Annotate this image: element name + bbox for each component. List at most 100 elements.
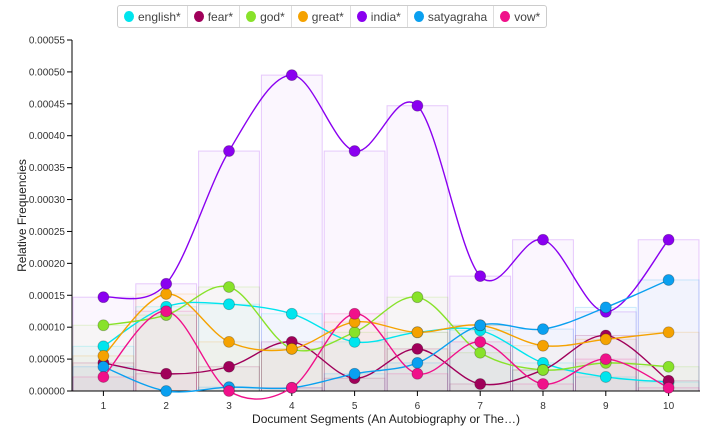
data-point-god[interactable] (411, 291, 424, 304)
data-point-vow[interactable] (97, 371, 110, 383)
legend-swatch (413, 11, 424, 22)
bar-india (198, 150, 260, 392)
y-tick-label: 0.00010 (29, 323, 66, 334)
legend-label: fear* (207, 9, 234, 24)
data-point-satyagraha[interactable] (662, 274, 675, 286)
data-point-india[interactable] (662, 233, 675, 246)
data-point-india[interactable] (223, 145, 235, 157)
x-tick-label: 7 (477, 401, 483, 412)
data-point-god[interactable] (662, 360, 675, 373)
series-line-fear (103, 334, 670, 386)
legend-item-great[interactable]: great* (292, 6, 351, 27)
data-point-vow[interactable] (223, 385, 235, 397)
data-point-fear[interactable] (474, 378, 487, 390)
data-point-india[interactable] (160, 277, 173, 290)
y-tick-label: 0.00005 (29, 355, 66, 366)
series-line-india (103, 74, 670, 313)
y-tick-label: 0.00000 (29, 387, 66, 398)
x-tick-label: 2 (163, 401, 169, 412)
legend-item-vow[interactable]: vow* (494, 6, 546, 27)
data-point-great[interactable] (662, 326, 675, 339)
y-tick-label: 0.00030 (29, 195, 66, 206)
data-point-great[interactable] (599, 333, 612, 346)
x-tick-label: 6 (415, 401, 421, 412)
data-point-satyagraha[interactable] (474, 319, 487, 332)
legend-item-fear[interactable]: fear* (188, 6, 241, 27)
data-point-satyagraha[interactable] (599, 301, 612, 314)
data-point-fear[interactable] (160, 367, 173, 380)
series-line-english (103, 301, 669, 383)
series-line-god (103, 285, 669, 371)
legend-item-satyagraha[interactable]: satyagraha (408, 6, 495, 27)
data-point-india[interactable] (411, 99, 424, 112)
data-point-great[interactable] (537, 339, 549, 352)
data-point-vow[interactable] (599, 353, 612, 365)
legend-label: great* (311, 9, 344, 24)
x-tick-label: 3 (226, 401, 232, 412)
data-point-fear[interactable] (223, 360, 235, 373)
legend-label: india* (370, 9, 401, 24)
legend-label: vow* (514, 9, 541, 24)
legend-item-english[interactable]: english* (118, 6, 188, 27)
data-point-india[interactable] (348, 145, 361, 157)
legend-label: satyagraha (427, 9, 488, 24)
data-point-fear[interactable] (411, 342, 424, 355)
data-point-vow[interactable] (160, 305, 173, 318)
data-point-vow[interactable] (474, 335, 487, 348)
data-point-satyagraha[interactable] (97, 360, 110, 373)
legend-item-god[interactable]: god* (240, 6, 292, 27)
data-point-vow[interactable] (411, 367, 424, 380)
data-point-god[interactable] (537, 364, 549, 376)
data-point-english[interactable] (599, 371, 612, 383)
data-point-vow[interactable] (348, 307, 361, 320)
data-point-india[interactable] (285, 69, 298, 81)
data-point-india[interactable] (474, 270, 487, 283)
y-tick-label: 0.00050 (29, 67, 66, 78)
y-tick-label: 0.00015 (29, 291, 66, 302)
data-point-english[interactable] (285, 307, 298, 320)
legend-swatch (356, 11, 367, 22)
y-tick-label: 0.00025 (29, 227, 66, 238)
legend-swatch (246, 11, 257, 22)
data-point-god[interactable] (223, 281, 235, 293)
x-tick-label: 9 (603, 401, 609, 412)
data-point-god[interactable] (474, 346, 487, 359)
chart-legend: english* fear* god* great* india* satyagraha v… (117, 5, 548, 28)
data-point-vow[interactable] (285, 381, 298, 394)
y-tick-label: 0.00055 (29, 36, 66, 47)
legend-swatch (297, 11, 308, 22)
legend-swatch (500, 11, 511, 22)
x-tick-label: 5 (352, 401, 358, 412)
data-point-india[interactable] (97, 291, 110, 304)
data-point-vow[interactable] (662, 381, 675, 394)
data-point-satyagraha[interactable] (348, 367, 361, 380)
series-line-vow (102, 310, 669, 400)
data-point-great[interactable] (285, 342, 298, 355)
x-tick-label: 1 (101, 401, 107, 412)
data-point-satyagraha[interactable] (411, 357, 424, 369)
data-point-great[interactable] (223, 335, 235, 348)
y-axis-label: Relative Frequencies (15, 159, 29, 272)
data-point-satyagraha[interactable] (160, 385, 173, 397)
data-point-great[interactable] (160, 288, 173, 300)
y-tick-label: 0.00035 (29, 163, 66, 174)
legend-item-india[interactable]: india* (351, 6, 408, 27)
data-point-god[interactable] (97, 319, 110, 332)
data-point-english[interactable] (223, 298, 235, 311)
data-point-great[interactable] (97, 349, 110, 362)
data-point-satyagraha[interactable] (537, 323, 549, 335)
x-tick-label: 4 (289, 401, 295, 412)
x-tick-label: 10 (663, 401, 675, 412)
y-tick-label: 0.00045 (29, 99, 66, 110)
legend-swatch (193, 11, 204, 22)
data-point-india[interactable] (537, 233, 549, 246)
x-axis-label: Document Segments (An Autobiography or T… (252, 412, 520, 426)
data-point-great[interactable] (411, 326, 424, 339)
data-point-vow[interactable] (537, 378, 549, 390)
legend-label: english* (138, 9, 181, 24)
data-point-god[interactable] (348, 326, 361, 339)
legend-swatch (124, 11, 134, 22)
series-line-satyagraha (103, 279, 669, 393)
x-tick-label: 8 (540, 401, 546, 412)
